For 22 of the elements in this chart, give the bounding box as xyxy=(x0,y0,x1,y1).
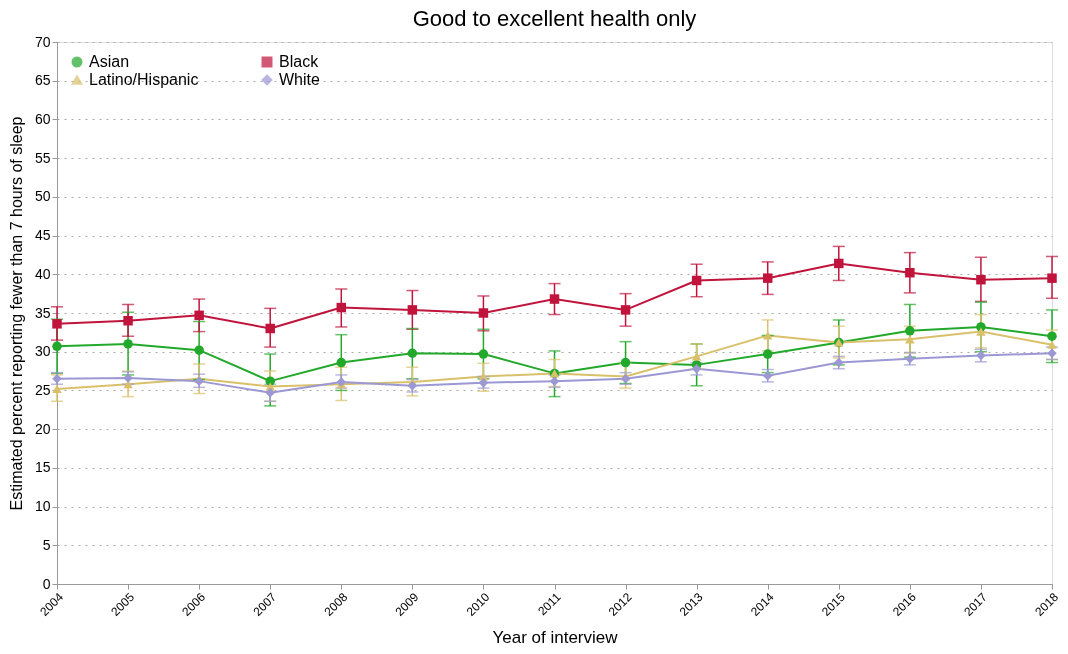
y-tick-label: 70 xyxy=(34,33,51,50)
y-tick-label: 20 xyxy=(34,420,51,437)
legend-label: White xyxy=(279,71,320,88)
y-tick-label: 50 xyxy=(34,188,51,205)
y-tick-label: 30 xyxy=(34,343,51,360)
legend-label: Asian xyxy=(89,53,130,70)
y-tick-label: 65 xyxy=(34,72,51,89)
y-tick-label: 0 xyxy=(42,575,51,592)
y-tick-label: 45 xyxy=(34,227,51,244)
y-tick-label: 25 xyxy=(34,381,51,398)
legend-label: Black xyxy=(279,53,320,70)
y-tick-label: 60 xyxy=(34,110,51,127)
chart-title: Good to excellent health only xyxy=(412,6,697,31)
x-axis-title: Year of interview xyxy=(492,628,619,648)
legend-label: Latino/Hispanic xyxy=(89,71,199,88)
y-tick-label: 10 xyxy=(34,498,51,515)
y-tick-label: 15 xyxy=(34,459,51,476)
y-tick-label: 35 xyxy=(34,304,51,321)
y-axis-title: Estimated percent reporting fewer than 7 hours of sleep xyxy=(7,116,25,511)
y-tick-label: 40 xyxy=(34,265,51,282)
y-tick-label: 55 xyxy=(34,149,51,166)
y-tick-label: 5 xyxy=(42,536,51,553)
